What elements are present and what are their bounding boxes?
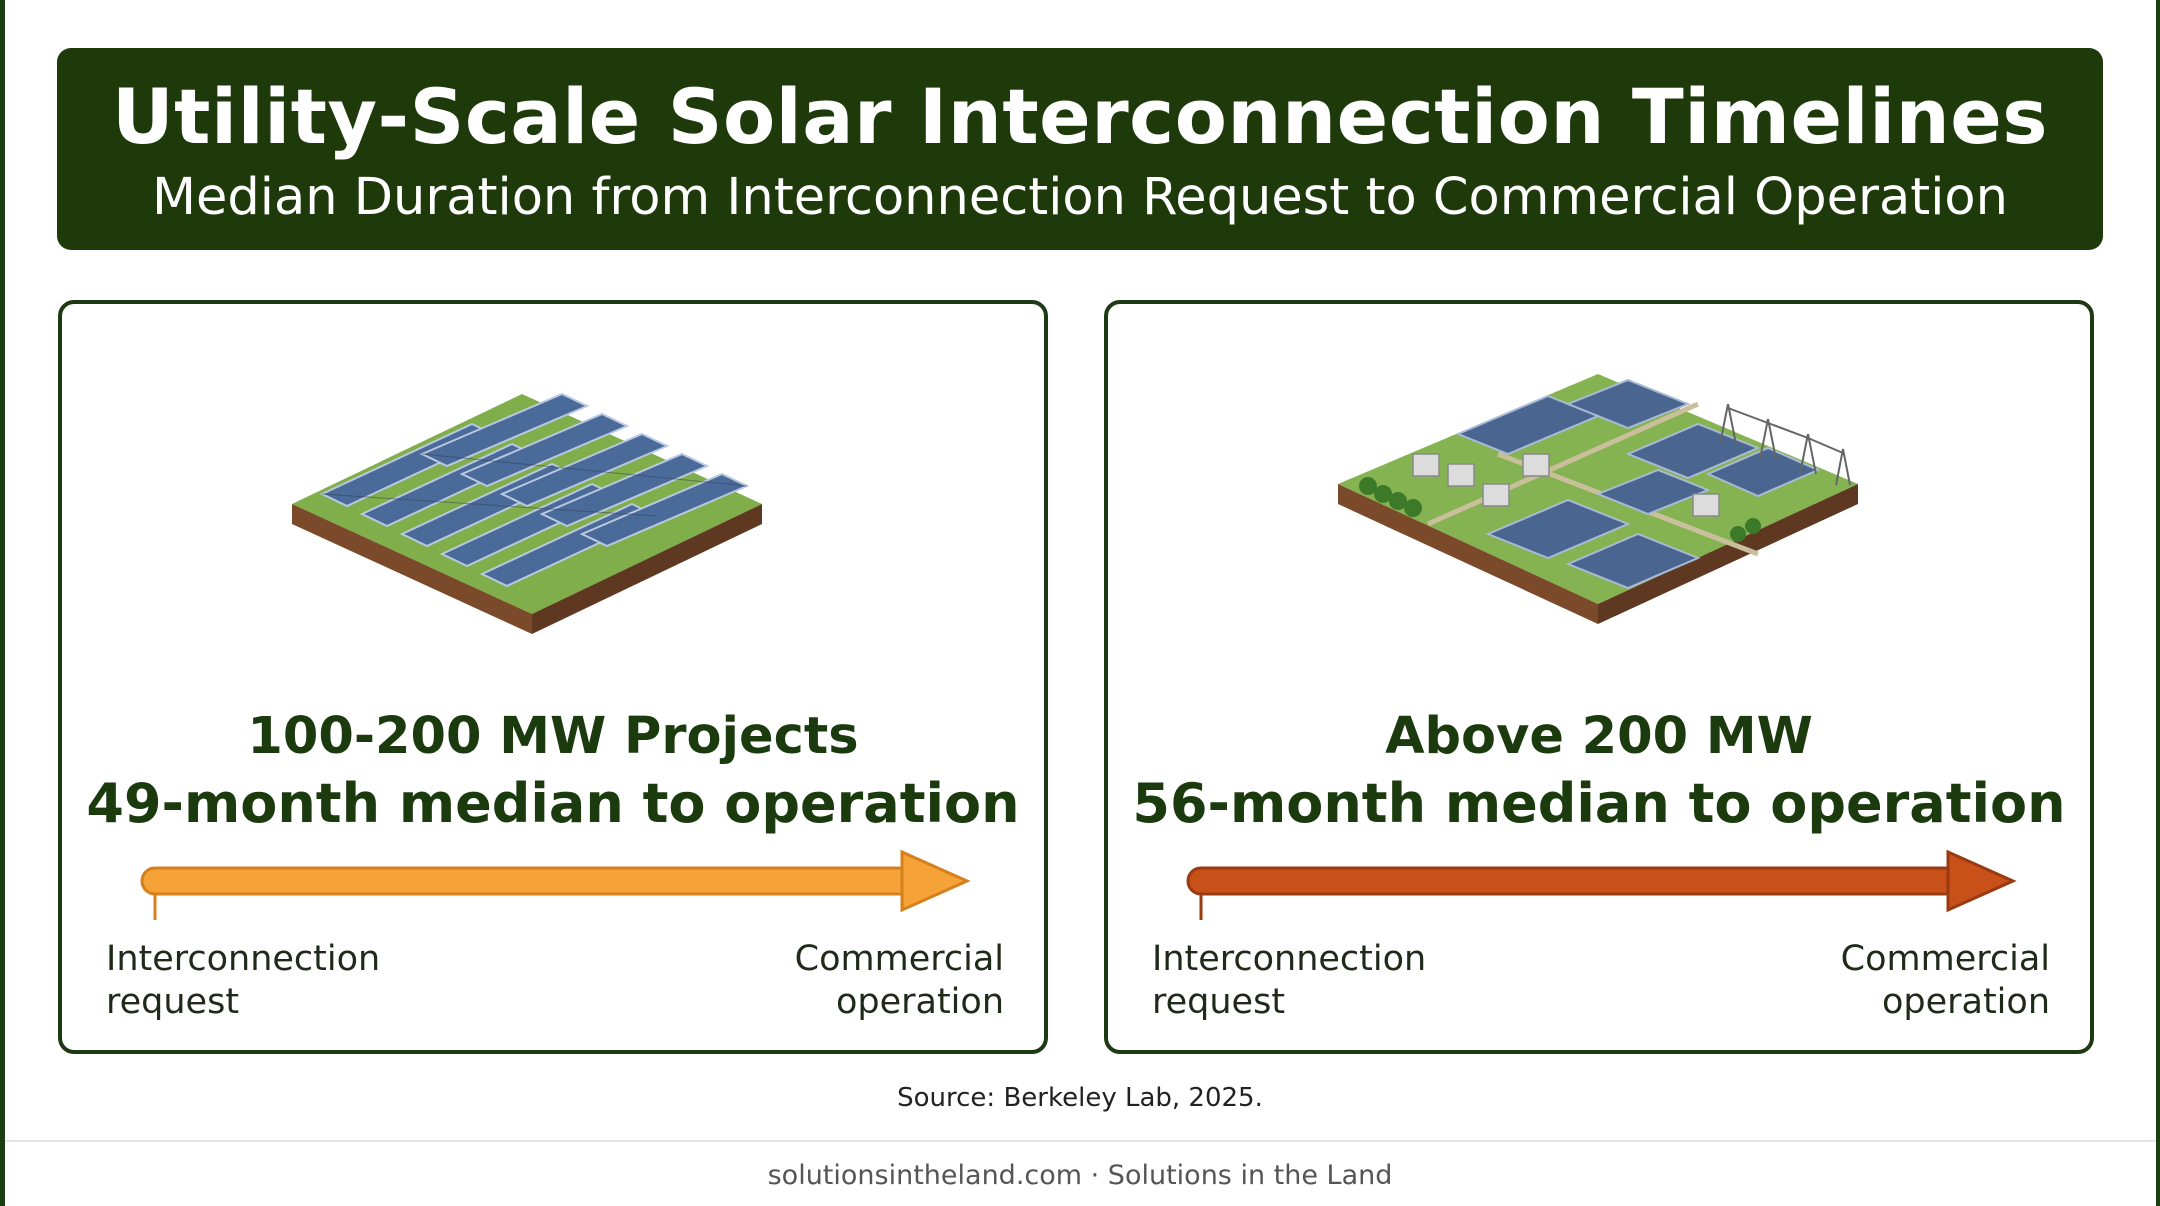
timeline-arrow <box>140 849 971 920</box>
card-median: 49-month median to operation <box>86 772 1020 835</box>
timeline-arrow <box>1186 849 2017 920</box>
source-note: Source: Berkeley Lab, 2025. <box>897 1083 1263 1113</box>
end-label: Commercial operation <box>1841 938 2050 1024</box>
card-heading: Above 200 MW <box>1385 707 1813 766</box>
card-heading-block: 100-200 MW Projects 49-month median to o… <box>62 704 1044 838</box>
start-label-line2: request <box>106 982 240 1022</box>
end-label: Commercial operation <box>795 938 1004 1024</box>
card-above-200mw: Above 200 MW 56-month median to operatio… <box>1104 300 2094 1054</box>
frame-right-border <box>2156 0 2160 1206</box>
page-title: Utility-Scale Solar Interconnection Time… <box>111 72 2049 161</box>
card-heading: 100-200 MW Projects <box>247 707 859 766</box>
start-label-line2: request <box>1152 982 1286 1022</box>
card-heading-block: Above 200 MW 56-month median to operatio… <box>1108 704 2090 838</box>
solar-farm-substation-illustration <box>1338 374 1858 624</box>
end-label-line2: operation <box>835 982 1004 1022</box>
end-label-line1: Commercial <box>794 939 1004 979</box>
card-100-200mw: 100-200 MW Projects 49-month median to o… <box>58 300 1048 1054</box>
solar-array-illustration <box>292 392 762 634</box>
start-label: Interconnection request <box>106 938 380 1024</box>
header-banner: Utility-Scale Solar Interconnection Time… <box>57 48 2103 250</box>
footer-text: solutionsintheland.com · Solutions in th… <box>767 1160 1393 1191</box>
end-label-line2: operation <box>1881 982 2050 1022</box>
card-median: 56-month median to operation <box>1132 772 2066 835</box>
footer-divider <box>5 1140 2156 1142</box>
frame-left-border <box>0 0 5 1206</box>
end-label-line1: Commercial <box>1840 939 2050 979</box>
start-label-line1: Interconnection <box>1152 939 1427 979</box>
start-label-line1: Interconnection <box>106 939 381 979</box>
start-label: Interconnection request <box>1152 938 1426 1024</box>
page-subtitle: Median Duration from Interconnection Req… <box>152 168 2008 227</box>
